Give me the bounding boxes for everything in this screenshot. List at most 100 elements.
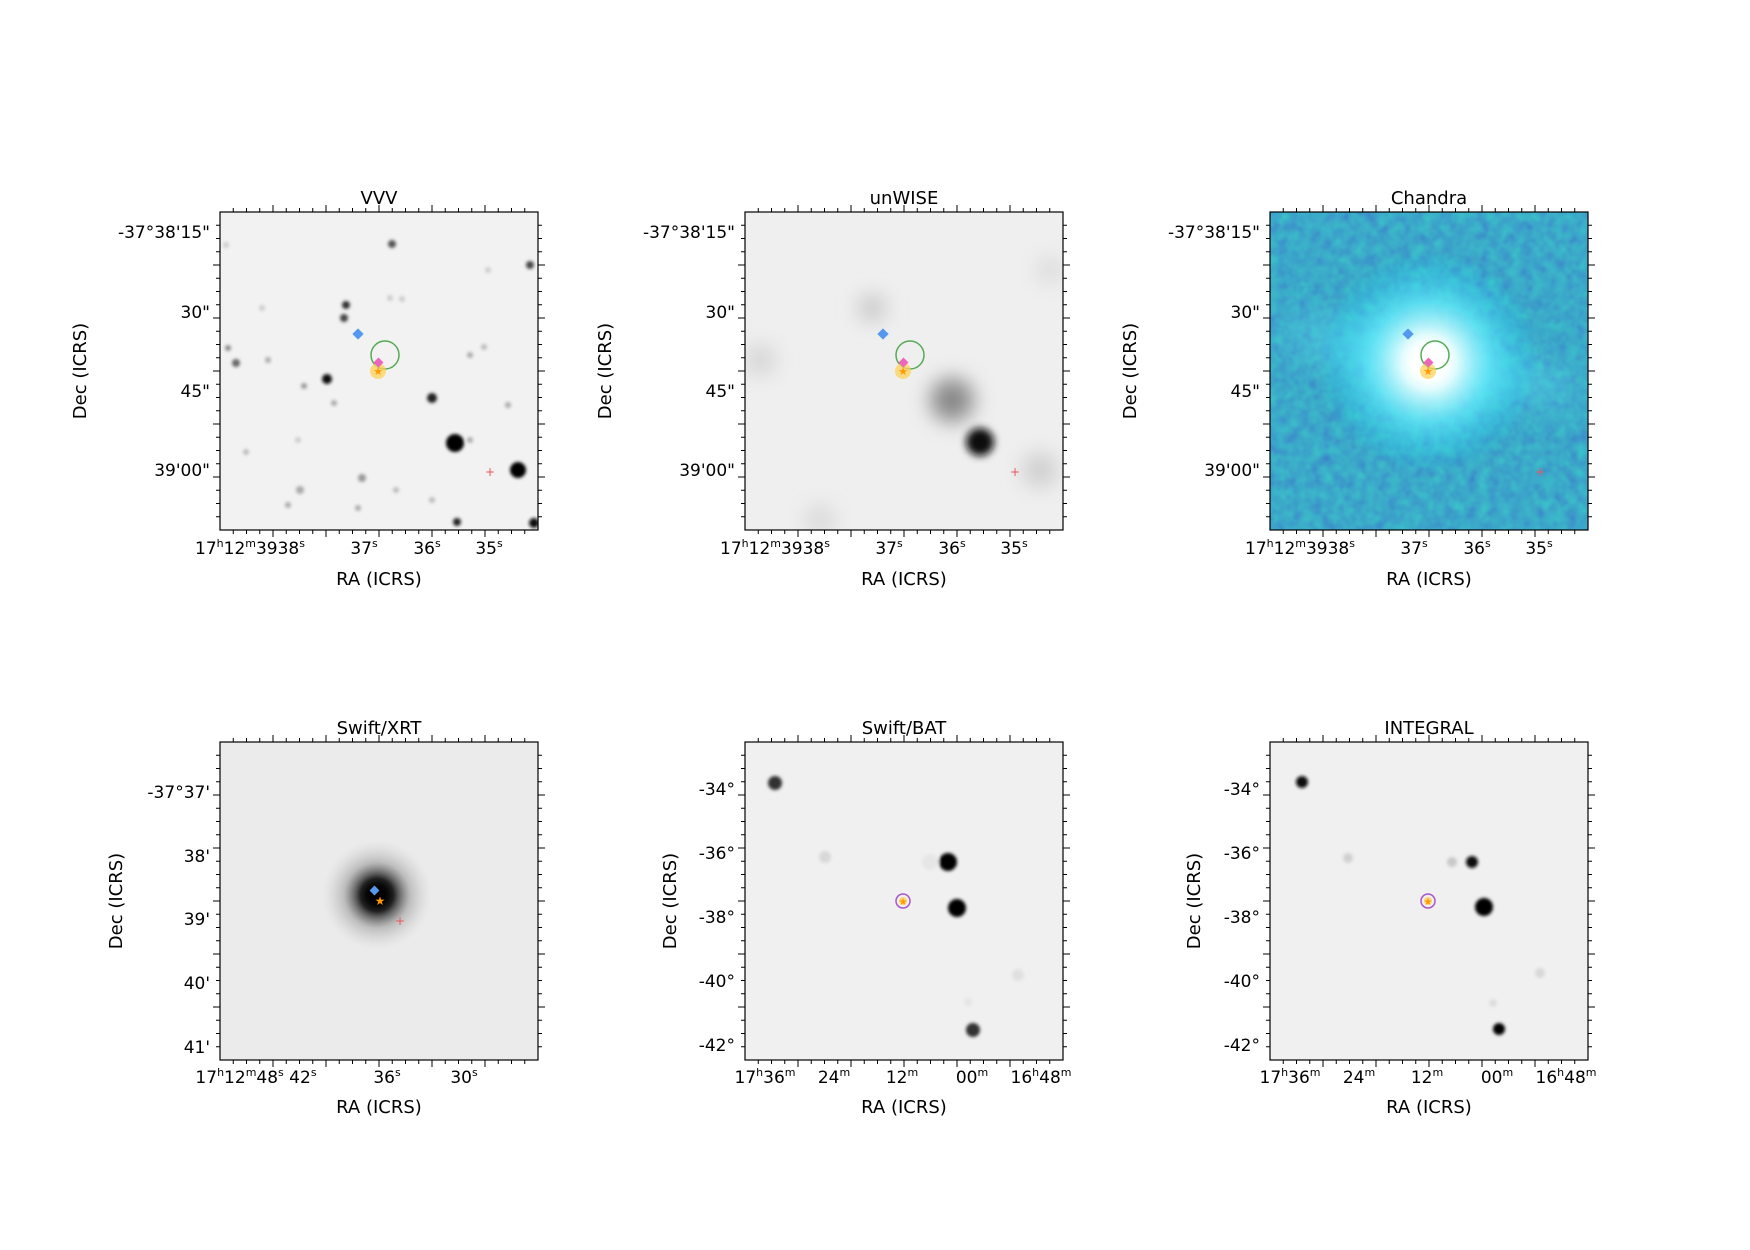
ra-tick-label: 36s	[373, 1066, 401, 1088]
red-cross-marker: +	[485, 465, 495, 479]
dec-tick-label: -38°	[699, 908, 735, 928]
ra-tick-label: 37s	[350, 537, 378, 559]
orange-star-marker: ★	[375, 894, 386, 908]
dec-tick-label: 40'	[184, 974, 210, 994]
dec-tick-label: 45"	[706, 382, 735, 402]
dec-tick-labels-swift-bat: -34° -36° -38° -40° -42°	[699, 780, 735, 1056]
ra-tick-label: 36s	[938, 537, 966, 559]
dec-tick-label: 45"	[181, 382, 210, 402]
ra-tick-label: 37s	[875, 537, 903, 559]
ra-tick-label: 00m	[1481, 1066, 1513, 1088]
panel-title: Chandra	[1391, 188, 1467, 209]
x-axis-label: RA (ICRS)	[336, 1097, 422, 1118]
ra-tick-label: 17h12m48s 42s	[195, 1066, 316, 1088]
swift-xrt-image	[220, 742, 538, 1060]
panel-integral: ★	[1269, 741, 1589, 1061]
vvv-markers: ★ +	[352, 328, 495, 479]
x-axis-label: RA (ICRS)	[1386, 1097, 1472, 1118]
dec-tick-label: -42°	[1224, 1036, 1260, 1056]
ra-tick-label: 00m	[956, 1066, 988, 1088]
panel-title: Swift/XRT	[337, 718, 423, 739]
dec-tick-label: -36°	[699, 844, 735, 864]
ra-tick-labels-integral: 17h36m 24m 12m 00m 16h48m	[1260, 1066, 1597, 1088]
panel-title: unWISE	[870, 188, 939, 209]
panel-unwise: ★ +	[744, 211, 1064, 531]
x-axis-label: RA (ICRS)	[1386, 569, 1472, 590]
swift-bat-image	[745, 742, 1063, 1060]
panel-chandra: ★ +	[1269, 211, 1589, 531]
ra-tick-label: 30s	[450, 1066, 478, 1088]
x-axis-label: RA (ICRS)	[861, 1097, 947, 1118]
ra-tick-labels-chandra: 17h12m3938s 37s 36s 35s	[1245, 537, 1553, 559]
red-cross-marker: +	[1535, 465, 1545, 479]
dec-tick-label: -37°37'	[147, 783, 210, 803]
blue-diamond-marker	[1402, 328, 1414, 340]
dec-tick-label: -40°	[699, 972, 735, 992]
x-axis-label: RA (ICRS)	[336, 569, 422, 590]
dec-tick-labels-swift-xrt: -37°37' 38' 39' 40' 41'	[147, 783, 210, 1058]
panel-title: INTEGRAL	[1384, 718, 1473, 739]
pink-diamond-marker	[898, 357, 909, 368]
yellow-halo-marker	[899, 897, 907, 905]
y-axis-label: Dec (ICRS)	[660, 853, 681, 949]
ra-tick-labels-unwise: 17h12m3938s 37s 36s 35s	[720, 537, 1028, 559]
y-axis-label: Dec (ICRS)	[1184, 853, 1205, 949]
dec-tick-labels-unwise: -37°38'15" 30" 45" 39'00"	[643, 223, 735, 481]
dec-tick-label: 30"	[706, 303, 735, 323]
orange-star-marker: ★	[899, 897, 908, 908]
dec-tick-label: -42°	[699, 1036, 735, 1056]
ra-tick-label: 35s	[1525, 537, 1553, 559]
ra-tick-labels-vvv: 17h12m3938s 37s 36s 35s	[195, 537, 503, 559]
dec-tick-label: -40°	[1224, 972, 1260, 992]
panel-swift-xrt: ★ +	[219, 741, 539, 1061]
dec-tick-label: -37°38'15"	[118, 223, 210, 243]
panel-title: VVV	[361, 188, 399, 209]
ra-tick-label: 17h12m3938s	[195, 537, 305, 559]
dec-tick-label: -37°38'15"	[643, 223, 735, 243]
panel-title: Swift/BAT	[862, 718, 948, 739]
ra-tick-label: 17h36m	[735, 1066, 796, 1088]
y-axis-label: Dec (ICRS)	[70, 323, 91, 419]
dec-tick-labels-integral: -34° -36° -38° -40° -42°	[1224, 780, 1260, 1056]
y-axis-label: Dec (ICRS)	[1120, 323, 1141, 419]
dec-tick-label: 38'	[184, 847, 210, 867]
dec-tick-label: 45"	[1231, 382, 1260, 402]
ra-tick-label: 24m	[818, 1066, 850, 1088]
dec-tick-label: -38°	[1224, 908, 1260, 928]
dec-tick-label: 39'00"	[679, 461, 735, 481]
pink-diamond-marker	[1423, 357, 1434, 368]
unwise-markers: ★ +	[877, 328, 1020, 479]
blue-diamond-marker	[877, 328, 889, 340]
dec-tick-label: 39'	[184, 910, 210, 930]
orange-star-marker: ★	[1424, 897, 1433, 908]
dec-tick-label: 39'00"	[1204, 461, 1260, 481]
ra-tick-label: 36s	[413, 537, 441, 559]
chandra-markers: ★ +	[1402, 328, 1545, 479]
dec-tick-label: 30"	[1231, 303, 1260, 323]
orange-star-marker: ★	[898, 365, 908, 378]
ra-tick-label: 35s	[1000, 537, 1028, 559]
blue-diamond-marker	[352, 328, 364, 340]
panel-swift-bat: ★	[744, 741, 1064, 1061]
ra-tick-label: 16h48m	[1536, 1066, 1597, 1088]
yellow-halo-marker	[1424, 897, 1432, 905]
dec-tick-label: 30"	[181, 303, 210, 323]
y-axis-label: Dec (ICRS)	[595, 323, 616, 419]
dec-tick-label: -34°	[699, 780, 735, 800]
x-axis-label: RA (ICRS)	[861, 569, 947, 590]
dec-tick-label: -37°38'15"	[1168, 223, 1260, 243]
yellow-halo-marker	[1420, 363, 1436, 379]
ra-tick-label: 17h12m3938s	[720, 537, 830, 559]
ra-tick-label: 12m	[886, 1066, 918, 1088]
ra-tick-label: 35s	[475, 537, 503, 559]
yellow-halo-marker	[895, 363, 911, 379]
ra-tick-label: 17h12m3938s	[1245, 537, 1355, 559]
red-cross-marker: +	[1010, 465, 1020, 479]
ra-tick-label: 24m	[1343, 1066, 1375, 1088]
tick-marks	[213, 205, 1595, 1067]
ra-tick-label: 36s	[1463, 537, 1491, 559]
red-cross-marker: +	[395, 914, 405, 928]
swift-xrt-markers: ★ +	[369, 885, 405, 928]
yellow-halo-marker	[370, 363, 386, 379]
dec-tick-label: 41'	[184, 1038, 210, 1058]
